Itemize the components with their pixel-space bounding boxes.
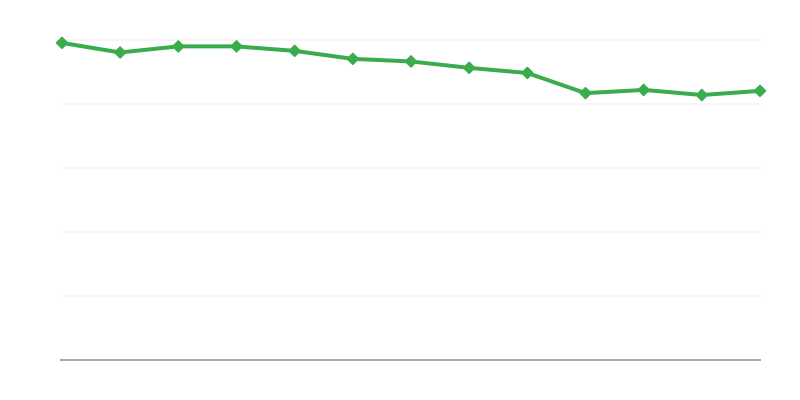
data-point-marker	[579, 86, 592, 100]
data-point-marker	[753, 84, 767, 98]
data-point-marker	[404, 55, 418, 68]
data-point-marker	[55, 36, 69, 50]
series-line	[60, 40, 762, 98]
gridlines	[60, 39, 761, 297]
data-point-marker	[637, 83, 650, 97]
data-point-marker	[172, 40, 185, 53]
data-point-marker	[462, 61, 476, 75]
data-point-marker	[113, 46, 127, 59]
data-point-marker	[230, 40, 243, 53]
data-point-marker	[288, 44, 301, 58]
data-point-marker	[695, 88, 709, 102]
series-path	[60, 40, 762, 98]
data-point-marker	[346, 52, 360, 66]
data-point-marker	[521, 66, 534, 80]
series-markers	[55, 36, 767, 102]
